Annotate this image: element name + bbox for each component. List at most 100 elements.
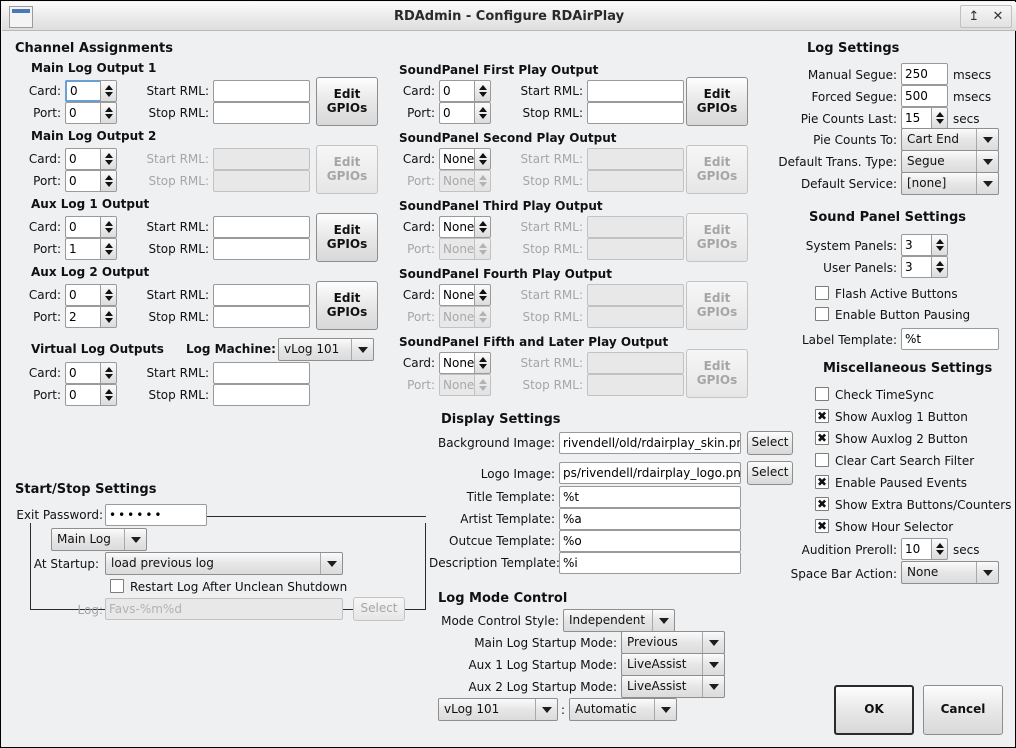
show-extra-buttons-counters-checkbox[interactable]: Show Extra Buttons/Counters xyxy=(815,496,1011,513)
space-bar-action-combobox[interactable]: None xyxy=(901,561,999,584)
show-auxlog-2-button-checkbox[interactable]: Show Auxlog 2 Button xyxy=(815,430,968,447)
audition-preroll-spinbox[interactable]: 10 xyxy=(901,538,948,560)
edit-gpios-button-sp1[interactable]: Edit GPIOs xyxy=(686,77,748,126)
main-log-startup-mode-combobox[interactable]: Previous xyxy=(621,631,725,654)
spin-buttons[interactable] xyxy=(100,80,117,102)
start-rml-input-aux1[interactable] xyxy=(213,216,310,238)
flash-active-buttons-label: Flash Active Buttons xyxy=(835,287,958,301)
card-spinbox-sp5[interactable]: None xyxy=(439,352,491,374)
start-rml-label: Start RML: xyxy=(520,356,583,370)
stop-rml-input-sp1[interactable] xyxy=(587,102,684,124)
log-selector-combobox[interactable]: Main Log xyxy=(51,528,147,551)
chevron-down-icon[interactable] xyxy=(351,339,373,360)
chevron-down-icon[interactable] xyxy=(652,610,674,631)
chevron-down-icon[interactable] xyxy=(702,654,724,675)
chevron-down-icon[interactable] xyxy=(702,676,724,697)
port-label: Port: xyxy=(407,106,435,120)
check-timesync-checkbox[interactable]: Check TimeSync xyxy=(815,387,934,403)
port-spinbox-vlog[interactable]: 0 xyxy=(65,384,117,406)
card-spinbox-sp2[interactable]: None xyxy=(439,148,491,170)
start-rml-input-vlog[interactable] xyxy=(213,362,310,384)
edit-gpios-line1: Edit xyxy=(333,86,361,101)
stop-rml-input-aux2[interactable] xyxy=(213,306,310,328)
forced-segue-input[interactable]: 500 xyxy=(901,85,948,107)
stop-rml-input-sp3 xyxy=(587,238,684,260)
stop-rml-input-aux1[interactable] xyxy=(213,238,310,260)
aux2-log-startup-mode-combobox[interactable]: LiveAssist xyxy=(621,675,725,698)
port-label: Port: xyxy=(33,310,61,324)
at-startup-combobox[interactable]: load previous log xyxy=(105,552,343,575)
manual-segue-input[interactable]: 250 xyxy=(901,63,948,85)
start-rml-input-aux2[interactable] xyxy=(213,284,310,306)
port-spinbox-main1[interactable]: 0 xyxy=(65,102,117,124)
log-machine-combobox[interactable]: vLog 101 xyxy=(278,338,374,361)
default-service-combobox[interactable]: [none] xyxy=(901,172,999,195)
chevron-down-icon[interactable] xyxy=(320,553,342,574)
checkbox-box xyxy=(815,474,829,490)
title-template-input[interactable]: %t xyxy=(559,486,741,508)
enable-button-pausing-checkbox[interactable]: Enable Button Pausing xyxy=(815,307,970,323)
pie-counts-last-spinbox[interactable]: 15 xyxy=(901,107,948,129)
chevron-down-icon[interactable] xyxy=(702,632,724,653)
start-rml-input-main1[interactable] xyxy=(213,80,310,102)
artist-template-input[interactable]: %a xyxy=(559,508,741,530)
default-trans-type-combobox[interactable]: Segue xyxy=(901,150,999,173)
chevron-down-icon[interactable] xyxy=(124,529,146,550)
stop-rml-input-vlog[interactable] xyxy=(213,384,310,406)
user-panels-spinbox[interactable]: 3 xyxy=(901,256,948,278)
mode-control-style-combobox[interactable]: Independent xyxy=(563,609,675,632)
system-panels-spinbox[interactable]: 3 xyxy=(901,234,948,256)
pie-counts-to-combobox[interactable]: Cart End xyxy=(901,128,999,151)
card-spinbox-aux1[interactable]: 0 xyxy=(65,216,117,238)
shade-icon[interactable]: ↥ xyxy=(968,9,980,24)
aux1-log-startup-mode-combobox[interactable]: LiveAssist xyxy=(621,653,725,676)
description-template-input[interactable]: %i xyxy=(559,552,741,574)
flash-active-buttons-checkbox[interactable]: Flash Active Buttons xyxy=(815,286,958,302)
card-spinbox-sp3[interactable]: None xyxy=(439,216,491,238)
chevron-down-icon[interactable] xyxy=(976,173,998,194)
vlog-selector-value: vLog 101 xyxy=(444,702,500,716)
card-spinbox-aux2[interactable]: 0 xyxy=(65,284,117,306)
restart-log-checkbox[interactable]: Restart Log After Unclean Shutdown xyxy=(110,579,347,595)
chevron-down-icon[interactable] xyxy=(535,699,557,720)
space-bar-action-label: Space Bar Action: xyxy=(790,567,897,581)
exit-password-input[interactable]: •••••• xyxy=(105,504,207,526)
show-hour-selector-checkbox[interactable]: Show Hour Selector xyxy=(815,518,953,535)
chevron-down-icon[interactable] xyxy=(654,699,676,720)
outcue-template-input[interactable]: %o xyxy=(559,530,741,552)
background-image-select-button[interactable]: Select xyxy=(747,431,793,455)
label-template-input[interactable]: %t xyxy=(901,328,999,350)
start-rml-input-sp1[interactable] xyxy=(587,80,684,102)
chevron-down-icon[interactable] xyxy=(976,562,998,583)
card-spinbox-main2[interactable]: 0 xyxy=(65,148,117,170)
edit-gpios-line2: GPIOs xyxy=(696,236,738,251)
close-icon[interactable]: ✕ xyxy=(992,9,1004,24)
edit-gpios-button-aux2[interactable]: Edit GPIOs xyxy=(316,281,378,330)
chevron-down-icon[interactable] xyxy=(976,129,998,150)
clear-cart-search-filter-checkbox[interactable]: Clear Cart Search Filter xyxy=(815,453,974,469)
port-spinbox-aux2[interactable]: 2 xyxy=(65,306,117,328)
show-auxlog-1-button-checkbox[interactable]: Show Auxlog 1 Button xyxy=(815,408,968,425)
card-spinbox-vlog[interactable]: 0 xyxy=(65,362,117,384)
logo-image-select-button[interactable]: Select xyxy=(747,461,793,485)
stop-rml-label: Stop RML: xyxy=(148,242,209,256)
enable-paused-events-checkbox[interactable]: Enable Paused Events xyxy=(815,474,967,491)
window-menu-icon[interactable] xyxy=(9,6,33,28)
card-spinbox-sp1[interactable]: 0 xyxy=(439,80,491,102)
card-spinbox-main1[interactable]: 0 xyxy=(65,80,117,102)
stop-rml-input-main1[interactable] xyxy=(213,102,310,124)
port-spinbox-main2[interactable]: 0 xyxy=(65,170,117,192)
chevron-down-icon[interactable] xyxy=(976,151,998,172)
cancel-button[interactable]: Cancel xyxy=(923,685,1003,735)
start-rml-input-sp4 xyxy=(587,284,684,306)
port-spinbox-aux1[interactable]: 1 xyxy=(65,238,117,260)
ok-button[interactable]: OK xyxy=(834,685,914,735)
background-image-input[interactable]: rivendell/old/rdairplay_skin.png xyxy=(559,432,741,454)
edit-gpios-button-aux1[interactable]: Edit GPIOs xyxy=(316,213,378,262)
logo-image-input[interactable]: ps/rivendell/rdairplay_logo.png xyxy=(559,462,741,484)
vlog-selector-combobox[interactable]: vLog 101 xyxy=(438,698,558,721)
vlog-mode-combobox[interactable]: Automatic xyxy=(569,698,677,721)
port-spinbox-sp1[interactable]: 0 xyxy=(439,102,491,124)
edit-gpios-button-main1[interactable]: Edit GPIOs xyxy=(316,77,378,126)
card-spinbox-sp4[interactable]: None xyxy=(439,284,491,306)
